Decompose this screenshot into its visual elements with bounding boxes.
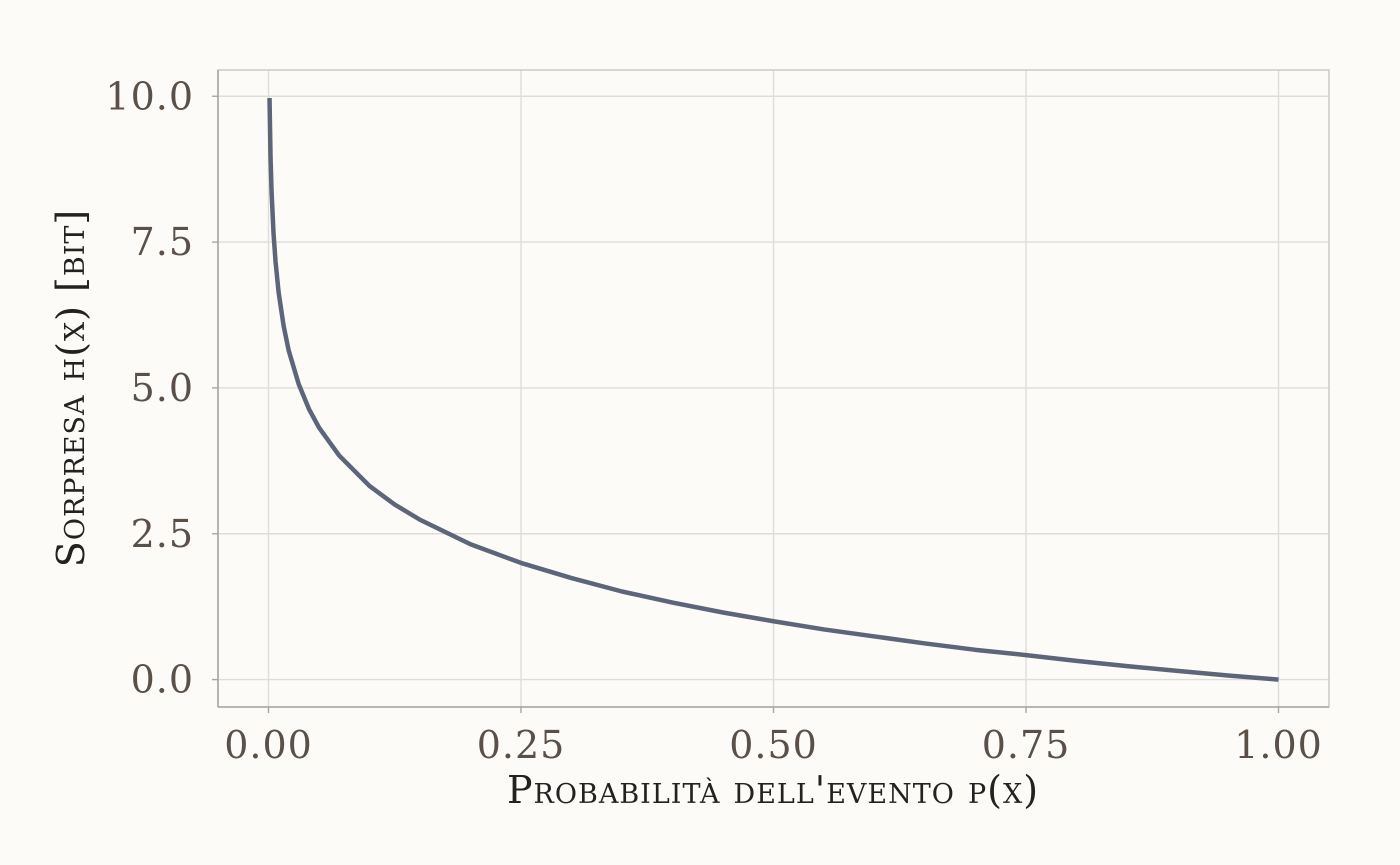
grid — [218, 70, 1329, 707]
y-tick-label-1: 2.5 — [131, 512, 194, 556]
x-tick-label-0: 0.00 — [224, 723, 313, 767]
y-tick-label-3: 7.5 — [131, 220, 194, 264]
y-tick-label-2: 5.0 — [131, 366, 194, 410]
x-ticks: 0.00 0.25 0.50 0.75 1.00 — [224, 707, 1323, 767]
x-tick-label-3: 0.75 — [982, 723, 1071, 767]
y-tick-label-0: 0.0 — [131, 658, 194, 702]
series-group — [267, 97, 1279, 682]
y-ticks: 0.0 2.5 5.0 7.5 10.0 — [105, 74, 218, 702]
x-axis-title: Probabilità dell'evento p(x) — [507, 768, 1039, 812]
x-tick-label-2: 0.50 — [729, 723, 818, 767]
x-tick-label-1: 0.25 — [477, 723, 566, 767]
y-tick-label-4: 10.0 — [105, 74, 194, 118]
surprise-curve-line — [267, 97, 1279, 682]
y-axis-title: Sorpresa h(x) [bit] — [49, 209, 93, 567]
x-tick-label-4: 1.00 — [1234, 723, 1323, 767]
